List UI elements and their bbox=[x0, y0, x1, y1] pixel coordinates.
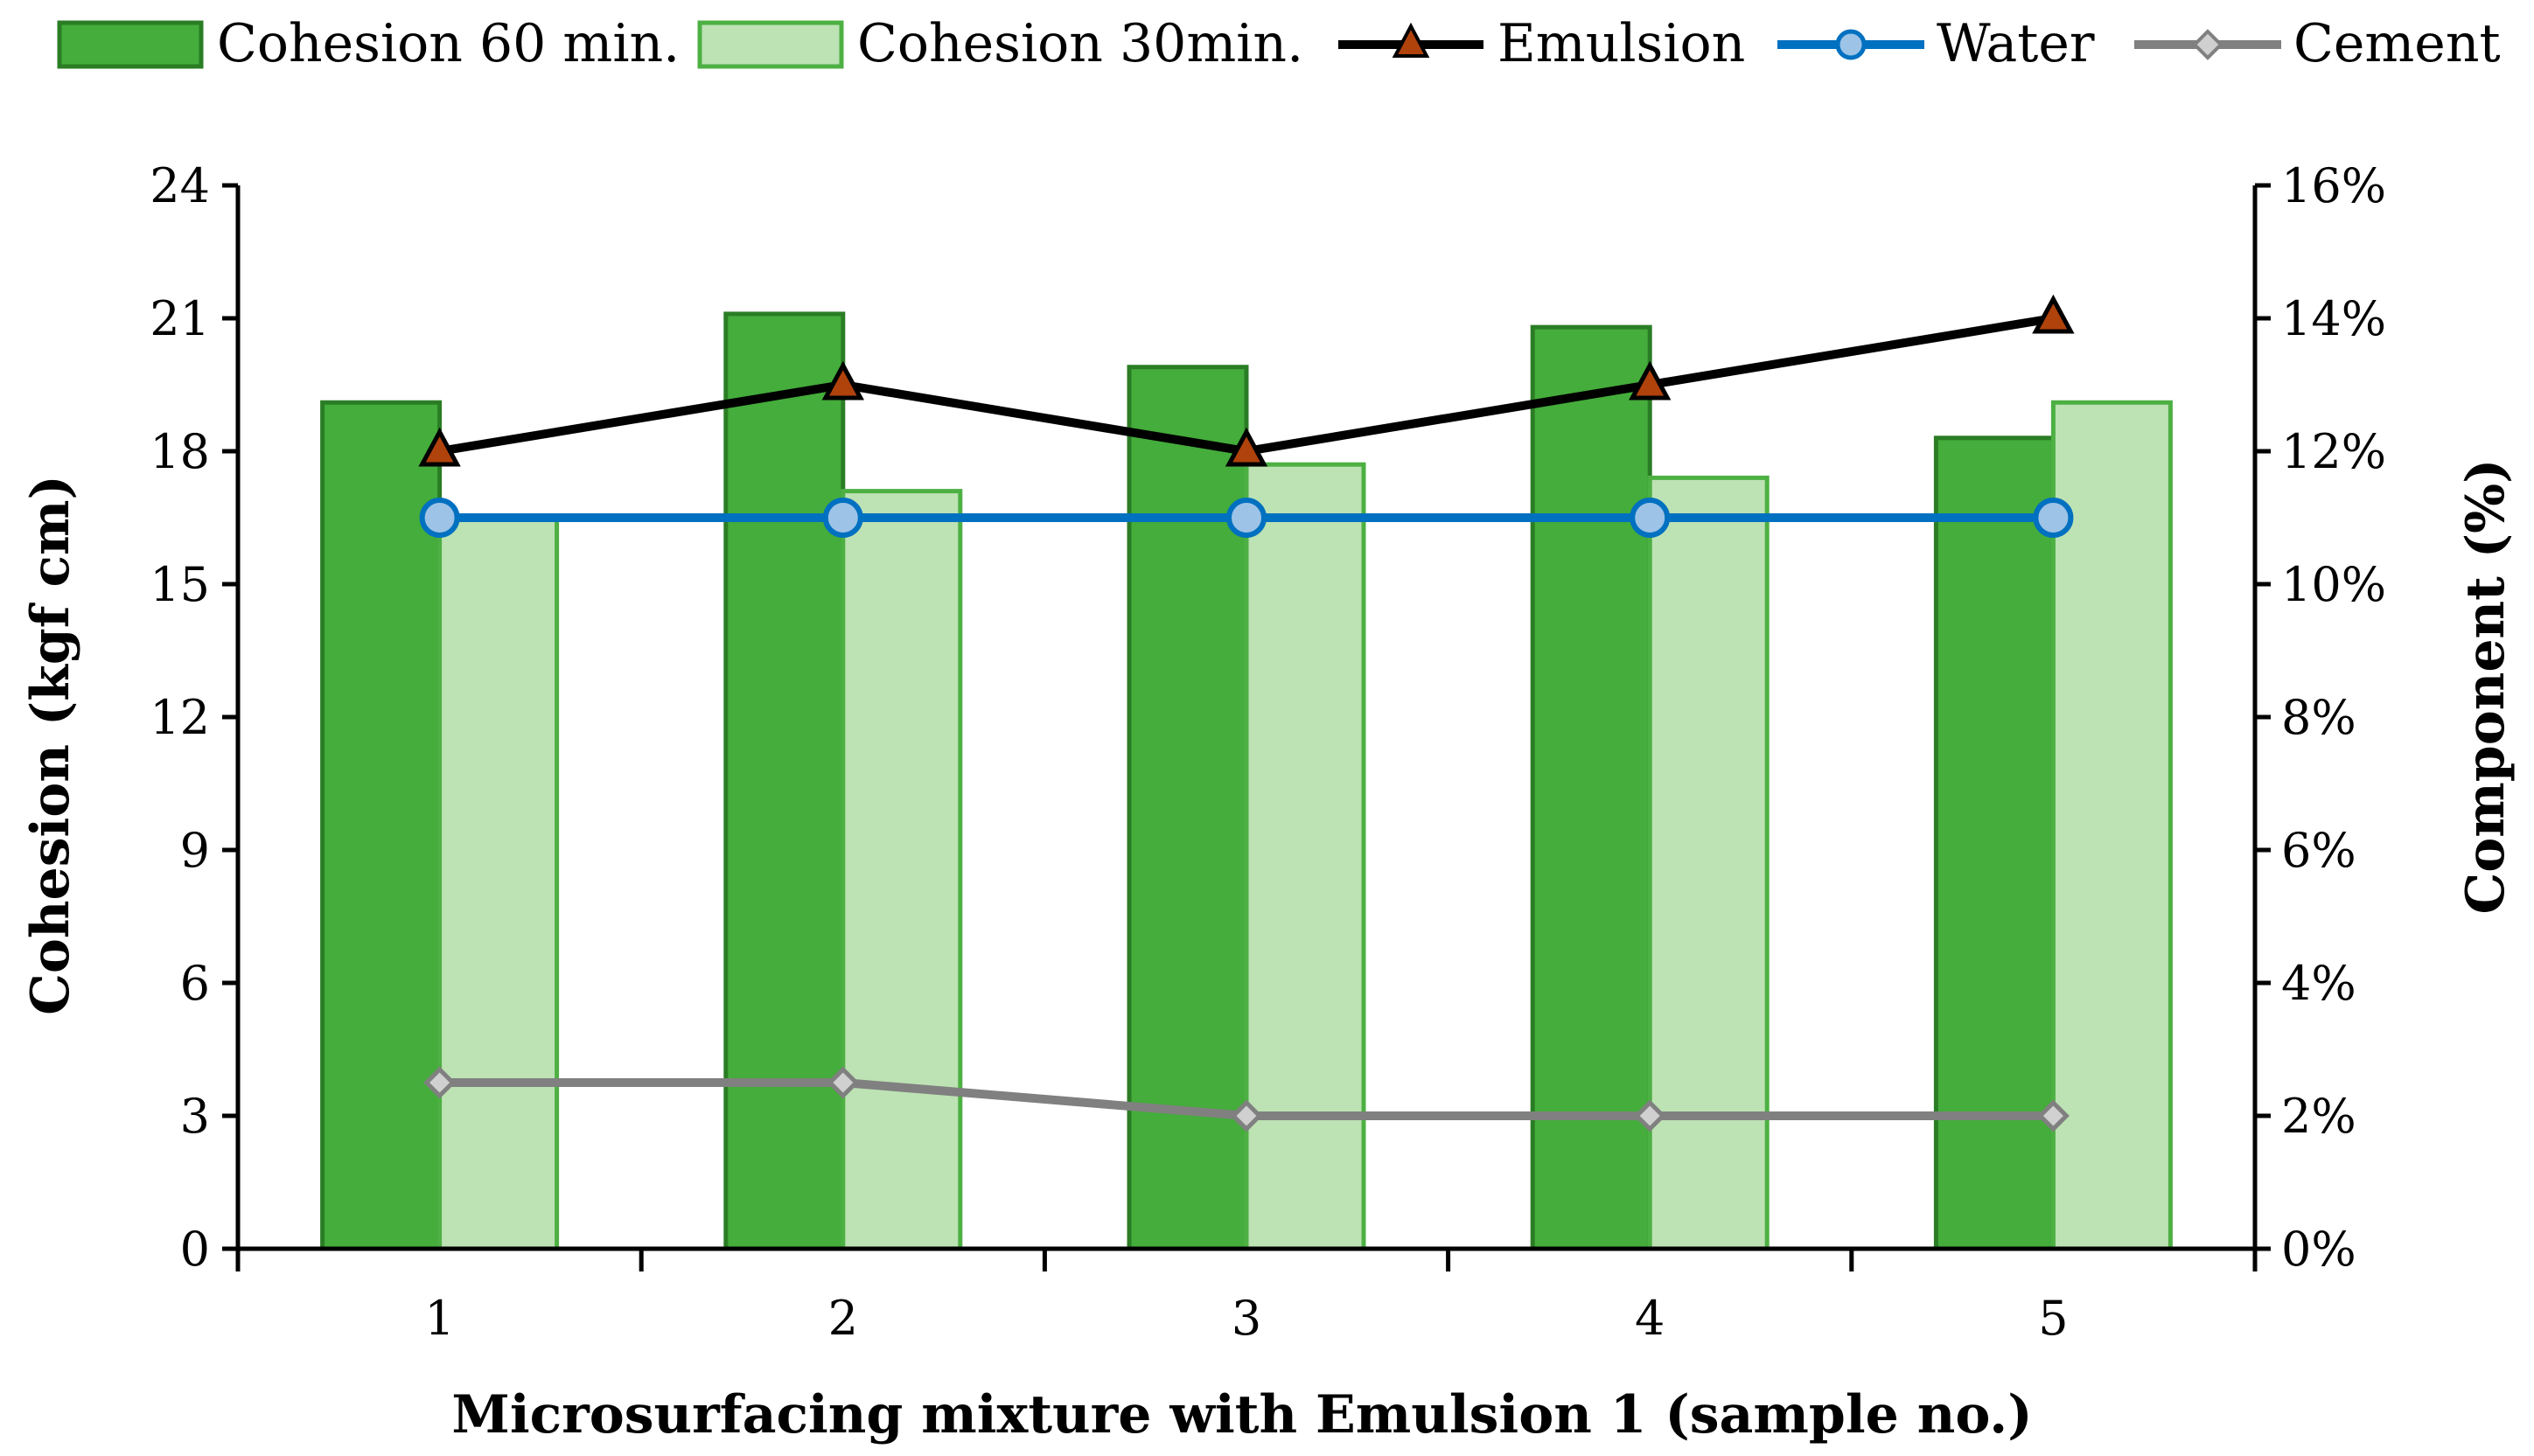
legend-item-cohesion-60: Cohesion 60 min. bbox=[57, 13, 680, 74]
bar-cohesion-30-sample-2 bbox=[841, 489, 963, 1251]
x-tick-label-5: 5 bbox=[2038, 1291, 2068, 1346]
legend-label-cohesion-30: Cohesion 30min. bbox=[857, 13, 1303, 74]
y-tick-label-left-9: 9 bbox=[180, 823, 210, 878]
legend-label-water: Water bbox=[1937, 13, 2095, 74]
y-tick-label-left-3: 3 bbox=[180, 1089, 210, 1144]
y-tick-label-left-24: 24 bbox=[150, 158, 210, 213]
y-tick-label-left-12: 12 bbox=[150, 690, 210, 745]
legend-swatch-cohesion-60 bbox=[57, 20, 204, 69]
y-axis-title-left: Cohesion (kgf cm) bbox=[20, 475, 81, 1015]
legend-item-cohesion-30: Cohesion 30min. bbox=[697, 13, 1303, 74]
legend-item-water: Water bbox=[1777, 13, 2095, 74]
y-tick-label-left-6: 6 bbox=[180, 956, 210, 1011]
legend-marker-water bbox=[1835, 29, 1867, 60]
y-tick-label-left-15: 15 bbox=[150, 557, 210, 612]
marker-water-sample-2 bbox=[822, 498, 863, 538]
bar-cohesion-60-sample-4 bbox=[1530, 324, 1652, 1251]
marker-water-sample-4 bbox=[1630, 498, 1671, 538]
bar-cohesion-60-sample-2 bbox=[723, 311, 846, 1251]
legend-marker-emulsion bbox=[1392, 22, 1430, 58]
y-tick-label-right-0: 0% bbox=[2281, 1222, 2356, 1277]
y-tick-label-left-0: 0 bbox=[180, 1222, 210, 1277]
y-tick-label-right-3: 6% bbox=[2281, 823, 2356, 878]
marker-water-sample-3 bbox=[1226, 498, 1267, 538]
y-tick-label-right-8: 16% bbox=[2281, 158, 2386, 213]
x-tick-label-3: 3 bbox=[1232, 1291, 1261, 1346]
bar-cohesion-60-sample-1 bbox=[320, 400, 443, 1251]
marker-cement-sample-4 bbox=[1633, 1099, 1666, 1132]
y-tick-label-right-5: 10% bbox=[2281, 557, 2386, 612]
marker-water-sample-1 bbox=[419, 498, 460, 538]
x-tick-label-2: 2 bbox=[828, 1291, 858, 1346]
y-tick-label-left-18: 18 bbox=[150, 424, 210, 479]
x-tick-label-4: 4 bbox=[1635, 1291, 1665, 1346]
legend-label-cement: Cement bbox=[2293, 13, 2501, 74]
marker-emulsion-sample-5 bbox=[2032, 294, 2075, 334]
legend: Cohesion 60 min. Cohesion 30min. Emulsio… bbox=[57, 13, 2501, 74]
bar-cohesion-30-sample-3 bbox=[1244, 462, 1366, 1251]
legend-item-cement: Cement bbox=[2134, 13, 2501, 74]
line-layer bbox=[418, 294, 2075, 1132]
marker-cement-sample-5 bbox=[2036, 1099, 2070, 1132]
marker-cement-sample-1 bbox=[423, 1066, 457, 1099]
y-tick-label-right-6: 12% bbox=[2281, 424, 2386, 479]
marker-emulsion-sample-4 bbox=[1629, 360, 1672, 401]
bar-cohesion-60-sample-5 bbox=[1933, 435, 2056, 1251]
y-tick-label-right-1: 2% bbox=[2281, 1089, 2356, 1144]
bar-cohesion-30-sample-1 bbox=[437, 515, 560, 1251]
marker-cement-sample-3 bbox=[1230, 1099, 1263, 1132]
bar-cohesion-30-sample-4 bbox=[1647, 475, 1770, 1251]
legend-label-emulsion: Emulsion bbox=[1497, 13, 1745, 74]
marker-water-sample-5 bbox=[2033, 498, 2074, 538]
y-tick-label-left-21: 21 bbox=[150, 291, 210, 346]
legend-label-cohesion-60: Cohesion 60 min. bbox=[217, 13, 680, 74]
marker-emulsion-sample-3 bbox=[1225, 427, 1268, 467]
x-axis-title: Microsurfacing mixture with Emulsion 1 (… bbox=[451, 1384, 2032, 1446]
x-tick-label-1: 1 bbox=[424, 1291, 454, 1346]
legend-swatch-cohesion-30 bbox=[697, 20, 844, 69]
marker-emulsion-sample-1 bbox=[418, 427, 461, 467]
y-axis-title-right: Component (%) bbox=[2455, 458, 2517, 914]
bar-cohesion-30-sample-5 bbox=[2050, 400, 2173, 1251]
marker-cement-sample-2 bbox=[827, 1066, 860, 1099]
marker-emulsion-sample-2 bbox=[821, 360, 864, 401]
y-tick-label-right-7: 14% bbox=[2281, 291, 2386, 346]
legend-marker-cement bbox=[2192, 29, 2223, 60]
y-tick-label-right-2: 4% bbox=[2281, 956, 2356, 1011]
legend-item-emulsion: Emulsion bbox=[1338, 13, 1745, 74]
y-tick-label-right-4: 8% bbox=[2281, 690, 2356, 745]
